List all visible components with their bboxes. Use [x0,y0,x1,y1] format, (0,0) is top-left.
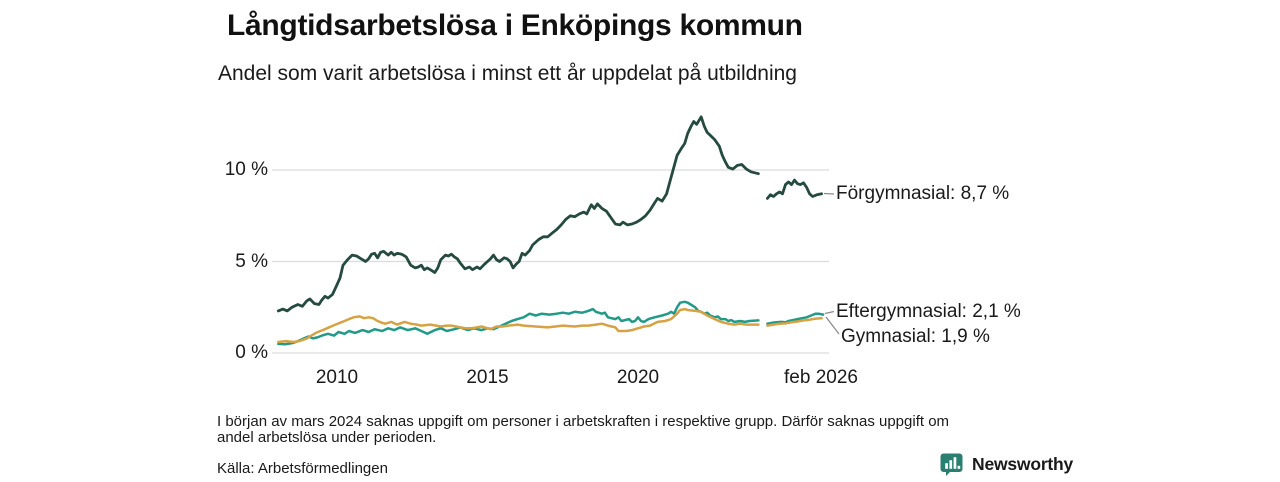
newsworthy-brand: Newsworthy [939,452,1073,477]
x-tick-feb-2026: feb 2026 [784,367,858,388]
page-title: Långtidsarbetslösa i Enköpings kommun [227,9,803,42]
source-note: Källa: Arbetsförmedlingen [217,460,388,477]
label-connector-forgymnasial [823,192,835,195]
series-line-gymnasial-seg0 [277,307,760,344]
x-tick-2010: 2010 [315,367,359,388]
newsworthy-logo-icon [939,452,964,477]
chart-subtitle: Andel som varit arbetslösa i minst ett å… [218,62,797,85]
x-tick-2015: 2015 [466,367,509,388]
footnote: I början av mars 2024 saknas uppgift om … [217,414,949,446]
series-line-eftergymnasial-seg0 [277,300,760,346]
series-line-förgymnasial-seg0 [276,115,760,313]
y-tick-5: 5 % [235,250,268,272]
y-tick-0: 0 % [235,342,268,363]
series-label-gymnasial: Gymnasial: 1,9 % [841,326,990,347]
series-line-eftergymnasial-seg1 [766,312,825,325]
series-line-gymnasial-seg1 [766,316,823,327]
label-connector-eftergymnasial [824,310,835,315]
series-label-eftergymnasial: Eftergymnasial: 2,1 % [836,301,1021,322]
series-line-förgymnasial-seg1 [766,178,823,200]
x-tick-2020: 2020 [616,367,660,388]
footnote-line-1: I början av mars 2024 saknas uppgift om … [217,413,950,430]
footnote-line-2: andel arbetslösa under perioden. [217,429,437,446]
newsworthy-brand-text: Newsworthy [972,454,1074,474]
y-tick-10: 10 % [224,159,268,180]
series-label-forgymnasial: Förgymnasial: 8,7 % [836,183,1010,204]
label-connector-gymnasial [825,316,840,335]
